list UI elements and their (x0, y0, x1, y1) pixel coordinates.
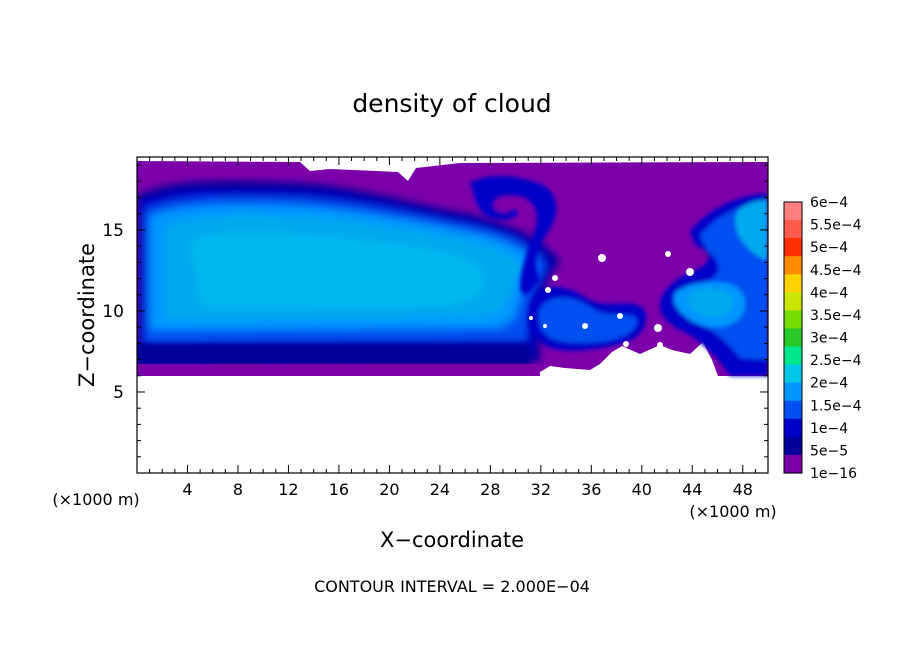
color-bar-label: 4.5e−4 (810, 263, 862, 279)
color-bar-label: 1e−4 (810, 421, 848, 437)
color-bar-label: 1.5e−4 (810, 398, 862, 414)
x-unit-right: (×1000 m) (689, 502, 776, 521)
x-tick-label: 36 (581, 480, 601, 499)
color-bar-swatch (784, 202, 802, 221)
color-bar-swatch (784, 292, 802, 311)
x-tick-label: 12 (278, 480, 298, 499)
x-unit-left: (×1000 m) (52, 490, 139, 509)
color-bar-label: 3.5e−4 (810, 308, 862, 324)
color-bar-label: 1e−16 (810, 466, 857, 482)
color-bar-swatch (784, 256, 802, 275)
color-bar-labels: 6e−4 5.5e−4 5e−4 4.5e−4 4e−4 3.5e−4 3e−4 2.5e−4… (810, 195, 862, 482)
bottom-purple-edge (137, 364, 540, 376)
right-tongue-core (688, 288, 735, 318)
x-tick-label: 20 (379, 480, 399, 499)
color-bar-swatch (784, 418, 802, 438)
color-bar-swatch (784, 310, 802, 330)
upper-navy-swirl (470, 176, 557, 296)
color-bar-swatch (784, 400, 802, 420)
x-axis-label: X−coordinate (380, 528, 524, 552)
x-tick-label: 48 (733, 480, 753, 499)
color-bar-swatch (784, 238, 802, 257)
color-bar-swatch (784, 220, 802, 239)
color-bar-label: 2e−4 (810, 376, 848, 392)
color-bar-swatch (784, 274, 802, 293)
y-axis-label: Z−coordinate (75, 243, 99, 387)
x-tick-label: 44 (682, 480, 702, 499)
clear-air-speckles (529, 251, 694, 348)
color-bar-label: 5.5e−4 (810, 218, 862, 234)
x-tick-label: 32 (531, 480, 551, 499)
heatmap-field (137, 161, 768, 376)
chart-title: density of cloud (352, 89, 551, 118)
color-bar-swatch (784, 454, 802, 474)
x-tick-label: 8 (233, 480, 243, 499)
x-tick-label: 4 (182, 480, 192, 499)
bottom-navy-band (137, 344, 530, 364)
y-tick-labels: 5 10 15 (102, 221, 124, 403)
color-bar-swatch (784, 364, 802, 384)
color-bar-label: 6e−4 (810, 195, 848, 211)
y-tick-label: 5 (113, 383, 124, 403)
x-tick-label: 40 (632, 480, 652, 499)
contour-interval-note: CONTOUR INTERVAL = 2.000E−04 (314, 577, 590, 596)
y-tick-label: 15 (102, 221, 124, 241)
x-tick-label: 16 (329, 480, 349, 499)
color-bar-label: 5e−4 (810, 240, 848, 256)
color-bar-swatch (784, 436, 802, 456)
color-bar-swatch (784, 328, 802, 348)
color-bar-swatch (784, 382, 802, 402)
color-bar-label: 3e−4 (810, 331, 848, 347)
right-edge-cyan (735, 200, 768, 260)
color-bar-label: 2.5e−4 (810, 353, 862, 369)
color-bar-label: 5e−5 (810, 443, 848, 459)
color-bar (784, 202, 802, 474)
x-tick-label: 28 (480, 480, 500, 499)
x-tick-labels: 4 8 12 16 20 24 28 32 36 40 44 48 (182, 480, 753, 499)
x-tick-label: 24 (430, 480, 450, 499)
color-bar-label: 4e−4 (810, 285, 848, 301)
color-bar-frame (783, 201, 803, 474)
y-tick-label: 10 (102, 302, 124, 322)
axis-ticks (137, 157, 768, 473)
lower-turbulent-blue (538, 297, 637, 343)
core-cyan-2e-4 (190, 232, 484, 306)
color-bar-swatch (784, 346, 802, 366)
